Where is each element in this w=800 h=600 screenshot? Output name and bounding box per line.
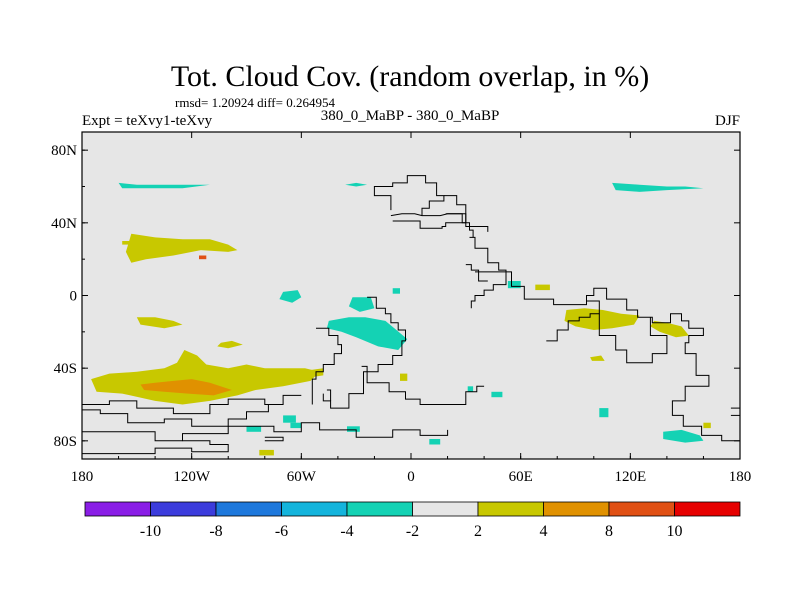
colorbar: -10 -8 -6 -4 -2 2 4 8 10: [84, 501, 741, 540]
y-tick-label-4: 80S: [54, 434, 77, 450]
anomaly-region-9: [400, 373, 408, 381]
anomaly-region-30: [246, 426, 262, 432]
continent-outline-13: [465, 213, 489, 232]
colorbar-swatch-3: [281, 501, 348, 517]
y-tick-label-3: 40S: [54, 361, 77, 377]
anomaly-region-29: [491, 391, 503, 398]
axes: 180 120W 60W 0 60E 120E 180 80N 40N 0 40S 80S: [51, 132, 751, 485]
colorbar-swatch-5: [412, 501, 479, 517]
anomaly-regions: [91, 182, 711, 456]
continent-outline-6: [82, 404, 280, 427]
anomaly-region-21: [507, 281, 521, 289]
x-tick-label-2: 60W: [287, 469, 317, 485]
anomaly-region-1: [199, 255, 207, 260]
anomaly-region-5: [140, 379, 232, 396]
continent-outline-12: [445, 213, 474, 238]
x-tick-label-4: 60E: [509, 469, 533, 485]
colorbar-label-7: 8: [605, 523, 613, 540]
continent-outline-8: [82, 440, 229, 455]
colorbar-swatch-9: [674, 501, 741, 517]
experiment-label: Expt = teXvy1-teXvy: [82, 113, 213, 129]
anomaly-region-18: [279, 290, 302, 303]
y-tick-label-2: 0: [70, 289, 78, 305]
anomaly-region-17: [612, 182, 704, 192]
colorbar-swatch-4: [346, 501, 413, 517]
continent-outline-4: [361, 365, 485, 405]
colorbar-label-0: -10: [140, 523, 161, 540]
colorbar-label-4: -2: [406, 523, 419, 540]
colorbar-label-2: -6: [275, 523, 288, 540]
anomaly-region-7: [650, 320, 689, 338]
chart-title: Tot. Cloud Cov. (random overlap, in %): [171, 60, 649, 93]
anomaly-region-10: [310, 368, 324, 378]
continent-outline-18: [322, 371, 368, 409]
continent-outline-14: [465, 264, 488, 282]
anomaly-region-0: [125, 233, 238, 263]
x-tick-label-3: 0: [407, 469, 415, 485]
colorbar-label-1: -8: [209, 523, 222, 540]
anomaly-region-27: [429, 439, 441, 445]
anomaly-region-12: [122, 241, 130, 245]
anomaly-region-13: [703, 422, 711, 429]
continent-outline-1: [469, 236, 507, 309]
anomaly-region-16: [345, 182, 368, 187]
anomaly-region-24: [347, 426, 360, 432]
anomaly-region-4: [91, 350, 320, 405]
anomaly-region-15: [118, 182, 210, 189]
x-tick-label-6: 180: [729, 469, 752, 485]
anomaly-region-2: [136, 317, 183, 329]
colorbar-swatch-2: [215, 501, 282, 517]
colorbar-swatch-7: [543, 501, 610, 517]
colorbar-swatch-1: [150, 501, 217, 517]
colorbar-swatch-8: [608, 501, 675, 517]
continent-outline-10: [373, 175, 445, 216]
continent-outlines: [82, 175, 740, 455]
anomaly-region-28: [467, 386, 474, 392]
y-tick-label-0: 80N: [51, 143, 77, 159]
x-tick-label-0: 180: [71, 469, 94, 485]
anomaly-region-8: [590, 355, 605, 361]
anomaly-region-23: [283, 415, 296, 423]
case-label: 380_0_MaBP - 380_0_MaBP: [321, 108, 500, 124]
plot-background: [82, 132, 740, 459]
anomaly-region-22: [392, 339, 402, 347]
stats-line: rmsd= 1.20924 diff= 0.264954: [175, 95, 335, 110]
continent-outline-9: [264, 436, 284, 442]
x-tick-label-5: 120E: [614, 469, 646, 485]
continent-outline-2: [367, 296, 406, 373]
anomaly-region-14: [259, 449, 274, 456]
x-tick-label-1: 120W: [173, 469, 211, 485]
season-label: DJF: [715, 113, 740, 129]
colorbar-label-6: 4: [540, 523, 548, 540]
anomaly-region-3: [217, 340, 243, 349]
continent-outline-17: [598, 313, 668, 364]
anomaly-region-32: [290, 422, 302, 429]
anomaly-region-20: [326, 317, 408, 350]
continent-outline-11: [443, 195, 467, 214]
anomaly-region-31: [392, 288, 400, 294]
colorbar-label-3: -4: [340, 523, 353, 540]
colorbar-swatch-6: [477, 501, 544, 517]
anomaly-region-11: [535, 284, 550, 291]
continent-outline-15: [475, 271, 600, 342]
colorbar-swatch-0: [84, 501, 151, 517]
continent-outline-3: [311, 327, 342, 405]
continent-outline-16: [586, 287, 740, 442]
continent-outline-7: [82, 422, 449, 442]
continent-outline-19: [326, 389, 332, 401]
anomaly-region-26: [663, 429, 704, 443]
anomaly-region-25: [599, 408, 609, 418]
y-tick-label-1: 40N: [51, 216, 77, 232]
colorbar-label-8: 10: [667, 523, 683, 540]
colorbar-label-5: 2: [474, 523, 482, 540]
anomaly-region-19: [348, 297, 375, 312]
anomaly-region-6: [564, 308, 640, 330]
